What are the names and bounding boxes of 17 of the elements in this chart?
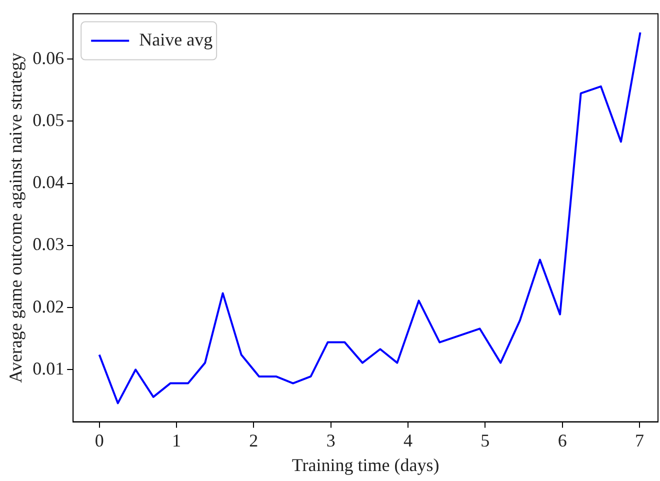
y-tick-label: 0.06: [32, 48, 64, 68]
x-tick-label: 4: [403, 430, 412, 450]
y-axis-title: Average game outcome against naive strategy: [6, 52, 26, 383]
x-tick-label: 0: [94, 430, 104, 450]
x-tick-label: 7: [634, 430, 644, 450]
x-axis-title: Training time (days): [292, 454, 440, 475]
x-tick-label: 6: [558, 430, 567, 450]
y-tick-label: 0.04: [32, 172, 64, 192]
legend-label: Naive avg: [139, 30, 213, 50]
x-tick-label: 1: [172, 430, 181, 450]
y-tick-label: 0.05: [32, 110, 64, 130]
x-tick-label: 2: [249, 430, 258, 450]
y-tick-label: 0.02: [32, 296, 64, 316]
x-tick-label: 5: [480, 430, 490, 450]
y-tick-label: 0.01: [32, 358, 64, 378]
y-tick-label: 0.03: [32, 234, 64, 254]
x-tick-label: 3: [326, 430, 336, 450]
